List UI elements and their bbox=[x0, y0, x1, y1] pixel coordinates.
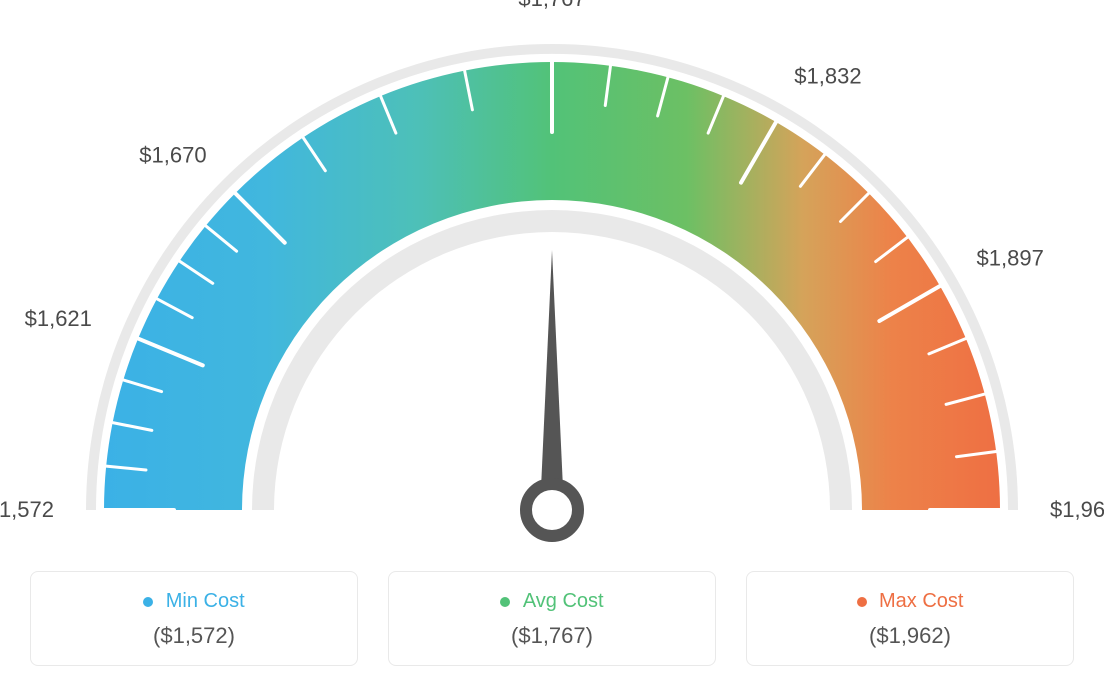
avg-dot-icon bbox=[500, 597, 510, 607]
gauge-tick-label: $1,621 bbox=[25, 306, 92, 332]
max-cost-value: ($1,962) bbox=[757, 623, 1063, 649]
max-cost-card: Max Cost ($1,962) bbox=[746, 571, 1074, 666]
min-dot-icon bbox=[143, 597, 153, 607]
gauge-tick-label: $1,962 bbox=[1050, 497, 1104, 523]
avg-cost-value: ($1,767) bbox=[399, 623, 705, 649]
gauge-tick-label: $1,897 bbox=[977, 245, 1044, 271]
gauge-tick-label: $1,832 bbox=[794, 63, 861, 89]
avg-cost-card: Avg Cost ($1,767) bbox=[388, 571, 716, 666]
min-cost-card: Min Cost ($1,572) bbox=[30, 571, 358, 666]
min-cost-value: ($1,572) bbox=[41, 623, 347, 649]
gauge-tick-label: $1,767 bbox=[518, 0, 585, 12]
max-dot-icon bbox=[857, 597, 867, 607]
avg-cost-label: Avg Cost bbox=[523, 590, 604, 612]
cost-gauge: $1,572 $1,621 $1,670 $1,767 $1,832 $1,897 $1,9… bbox=[0, 0, 1104, 560]
gauge-tick-label: $1,572 bbox=[0, 497, 54, 523]
max-cost-label: Max Cost bbox=[879, 590, 963, 612]
gauge-tick-label: $1,670 bbox=[139, 142, 206, 168]
legend: Min Cost ($1,572) Avg Cost ($1,767) Max … bbox=[30, 571, 1074, 666]
min-cost-label: Min Cost bbox=[166, 590, 245, 612]
